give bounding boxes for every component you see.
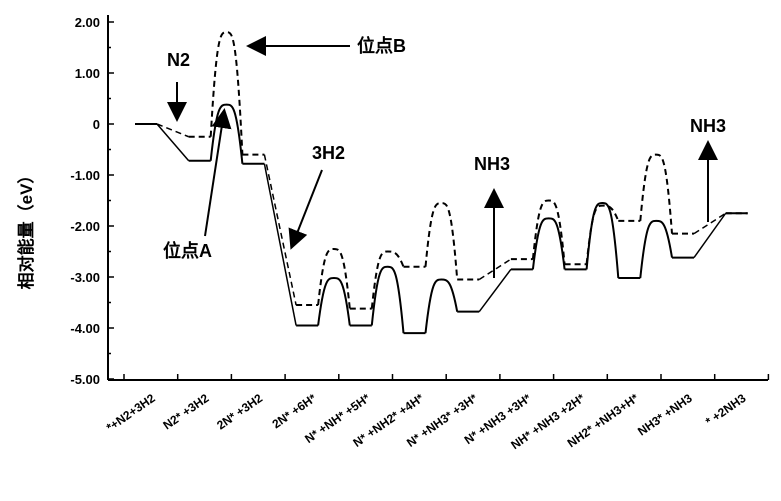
- h2-arrow: [288, 169, 323, 250]
- connector-line: [263, 154, 297, 306]
- transition-state-curve: [531, 199, 566, 265]
- y-axis-label: 相对能量（eV）: [16, 167, 36, 290]
- x-category-label: * +2NH3: [703, 391, 749, 429]
- n2-label: N2: [167, 50, 190, 70]
- y-tick-label: 0: [93, 117, 100, 132]
- y-tick-label: -1.00: [70, 168, 100, 183]
- connector-line: [478, 268, 512, 313]
- site-b-label: 位点B: [357, 35, 406, 56]
- transition-state-curve: [370, 250, 405, 309]
- x-category-label: 2N* +3H2: [214, 391, 265, 433]
- transition-state-curve: [585, 202, 620, 279]
- x-category-labels: *+N2+3H2 N2* +3H2 2N* +3H2 2N* +6H*N* +NH* …: [104, 391, 749, 452]
- transition-state-curve: [317, 247, 351, 309]
- x-category-label: N2* +3H2: [160, 391, 211, 433]
- transition-state-curve: [639, 153, 673, 234]
- transition-state-curve: [317, 277, 351, 326]
- transition-state-curve: [209, 31, 244, 155]
- connector-line: [156, 123, 189, 138]
- x-category-label: NH3* +NH3: [635, 391, 695, 439]
- y-tick-labels: 2.00 1.00 0 -1.00 -2.00 -3.00 -4.00 -5.00: [70, 15, 100, 387]
- annotations: 位点B 位点A N2 3H2 NH3 NH3: [163, 35, 726, 278]
- x-category-label: 2N* +6H*: [270, 391, 320, 432]
- transition-state-curve: [209, 103, 244, 164]
- y-tick-label: 2.00: [75, 15, 100, 30]
- connector-line: [478, 258, 512, 281]
- y-tick-label: 1.00: [75, 66, 100, 81]
- connector-line: [693, 212, 727, 259]
- transition-state-curve: [531, 217, 566, 270]
- transition-state-curve: [585, 204, 620, 265]
- site-a-arrow: [204, 108, 232, 237]
- connector-line: [156, 123, 190, 162]
- transition-state-curve: [639, 219, 673, 279]
- y-tick-label: -5.00: [70, 372, 100, 387]
- series-site-b: [135, 31, 748, 310]
- transition-state-curve: [370, 265, 405, 334]
- connector-line: [263, 163, 297, 326]
- transition-state-curve: [424, 278, 459, 334]
- axes: [107, 15, 770, 381]
- y-tick-label: -3.00: [70, 270, 100, 285]
- transition-state-curve: [424, 202, 459, 280]
- nh3-label-2: NH3: [690, 116, 726, 136]
- site-a-label: 位点A: [163, 240, 212, 261]
- h2-label: 3H2: [312, 143, 345, 163]
- connector-line: [693, 212, 727, 235]
- nh3-label-1: NH3: [474, 154, 510, 174]
- y-tick-label: -4.00: [70, 321, 100, 336]
- series-site-a: [135, 103, 748, 335]
- y-tick-label: -2.00: [70, 219, 100, 234]
- x-category-label: *+N2+3H2: [104, 391, 158, 435]
